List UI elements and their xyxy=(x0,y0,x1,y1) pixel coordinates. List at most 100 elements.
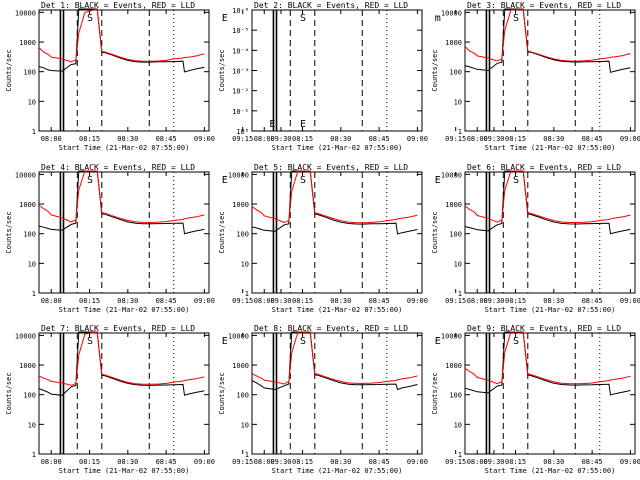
x-tick-label: 08:15 xyxy=(292,297,313,305)
plot-frame xyxy=(464,9,636,132)
y-axis-label: Counts/sec xyxy=(5,211,13,253)
y-tick-label: 10000 xyxy=(15,332,36,340)
x-tick-label: 09:00 xyxy=(194,135,215,143)
panel-title: Det 3: BLACK = Events, RED = LLD xyxy=(467,1,621,10)
x-axis-label: Start Time (21-Mar-02 07:55:00) xyxy=(272,144,403,152)
y-tick-label: 100 xyxy=(23,392,36,400)
y-tick-label: 1 xyxy=(32,128,36,136)
y-tick-label: 1 xyxy=(32,451,36,459)
x-axis-label: Start Time (21-Mar-02 07:55:00) xyxy=(59,467,190,475)
x-tick-label: 09:30 xyxy=(270,458,291,466)
x-tick-label: 08:15 xyxy=(505,297,526,305)
y-tick-label: 10 xyxy=(454,98,462,106)
x-tick-label: 09:00 xyxy=(620,297,640,305)
y-tick-label: 10⁻⁴ xyxy=(232,47,249,55)
x-tick-label: 09:30 xyxy=(270,135,291,143)
panel-det-1: Det 1: BLACK = Events, RED = LLD 08:00 08:… xyxy=(5,1,292,152)
marker-letter: S xyxy=(300,13,306,24)
y-tick-label: 10 xyxy=(454,421,462,429)
x-tick-label: 08:15 xyxy=(292,458,313,466)
marker-letter: S xyxy=(300,175,306,186)
y-tick-label: 10000 xyxy=(441,332,462,340)
y-tick-label: 1000 xyxy=(19,39,36,47)
y-tick-label: 10 xyxy=(454,260,462,268)
x-tick-label: 08:30 xyxy=(117,135,138,143)
marker-letter: E xyxy=(300,119,306,130)
x-tick-label: 08:30 xyxy=(330,458,351,466)
marker-letter: m xyxy=(435,13,441,24)
x-tick-label: 09:30 xyxy=(483,458,504,466)
y-tick-label: 10000 xyxy=(228,332,249,340)
x-tick-label: 09:00 xyxy=(194,458,215,466)
panel-title: Det 9: BLACK = Events, RED = LLD xyxy=(467,324,621,333)
marker-letter: E xyxy=(435,336,441,347)
y-tick-label: 10⁻¹ xyxy=(232,108,249,116)
x-axis-label: Start Time (21-Mar-02 07:55:00) xyxy=(485,306,616,314)
y-tick-label: 10⁻³ xyxy=(232,68,249,76)
x-tick-label: 08:00 xyxy=(254,458,275,466)
marker-letter: E xyxy=(222,13,228,24)
x-tick-label: 08:15 xyxy=(505,135,526,143)
x-tick-label: 08:45 xyxy=(156,297,177,305)
y-tick-label: 1000 xyxy=(445,362,462,370)
x-axis-label: Start Time (21-Mar-02 07:55:00) xyxy=(59,144,190,152)
x-tick-label: 09:00 xyxy=(407,458,428,466)
y-tick-label: 10000 xyxy=(441,171,462,179)
x-axis-label: Start Time (21-Mar-02 07:55:00) xyxy=(272,467,403,475)
y-tick-label: 1000 xyxy=(445,201,462,209)
x-tick-label: 08:00 xyxy=(41,297,62,305)
plot-frame xyxy=(38,9,210,132)
plot-frame xyxy=(464,171,636,294)
events-series-line xyxy=(251,331,418,391)
x-tick-label: 08:15 xyxy=(79,297,100,305)
x-tick-label: 09:30 xyxy=(270,297,291,305)
x-tick-label: 08:30 xyxy=(117,458,138,466)
marker-letter: S xyxy=(513,175,519,186)
panel-title: Det 7: BLACK = Events, RED = LLD xyxy=(41,324,195,333)
x-tick-label: 09:15 xyxy=(232,297,253,305)
lld-series-line xyxy=(251,331,418,385)
marker-letter: S xyxy=(87,13,93,24)
y-tick-label: 10000 xyxy=(441,9,462,17)
lld-series-line xyxy=(464,170,631,223)
x-axis-label: Start Time (21-Mar-02 07:55:00) xyxy=(272,306,403,314)
marker-letter: S xyxy=(87,175,93,186)
marker-letter: S xyxy=(513,336,519,347)
y-tick-label: 10 xyxy=(241,260,249,268)
x-tick-label: 08:15 xyxy=(505,458,526,466)
x-tick-label: 09:30 xyxy=(483,297,504,305)
x-tick-label: 08:45 xyxy=(582,135,603,143)
x-tick-label: 08:45 xyxy=(156,458,177,466)
lld-series-line xyxy=(38,331,205,386)
x-tick-label: 09:15 xyxy=(232,458,253,466)
y-tick-label: 10⁻² xyxy=(232,88,249,96)
lld-series-line xyxy=(464,331,631,385)
x-tick-label: 08:45 xyxy=(582,458,603,466)
x-tick-label: 08:45 xyxy=(582,297,603,305)
y-axis-label: Counts/sec xyxy=(5,49,13,91)
y-tick-label: 10⁻⁵ xyxy=(232,27,249,35)
lld-series-line xyxy=(251,170,418,224)
y-tick-label: 10 xyxy=(28,421,36,429)
panel-det-6: Det 6: BLACK = Events, RED = LLD 08:00 08:… xyxy=(431,163,640,314)
y-tick-label: 1000 xyxy=(445,39,462,47)
x-tick-label: 08:00 xyxy=(41,135,62,143)
marker-letter: E xyxy=(222,175,228,186)
plot-frame xyxy=(251,332,423,455)
x-tick-label: 09:00 xyxy=(407,297,428,305)
y-tick-label: 100 xyxy=(23,69,36,77)
y-tick-label: 1 xyxy=(458,451,462,459)
marker-letter: E xyxy=(222,336,228,347)
x-tick-label: 09:00 xyxy=(620,458,640,466)
x-axis-label: Start Time (21-Mar-02 07:55:00) xyxy=(59,306,190,314)
y-axis-label: Counts/sec xyxy=(431,49,439,91)
x-tick-label: 08:45 xyxy=(369,297,390,305)
events-series-line xyxy=(464,170,631,235)
x-tick-label: 09:15 xyxy=(445,458,466,466)
x-tick-label: 08:00 xyxy=(254,297,275,305)
y-tick-label: 100 xyxy=(23,231,36,239)
plot-frame xyxy=(251,9,423,132)
lld-series-line xyxy=(38,8,205,63)
